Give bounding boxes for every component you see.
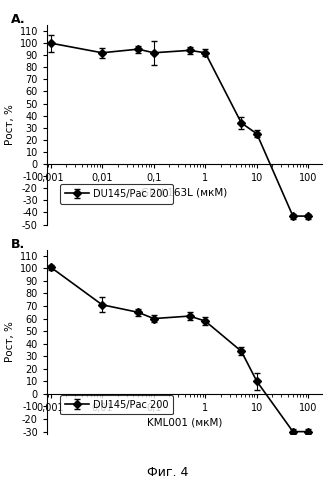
Legend: DU145/Рас 200: DU145/Рас 200 xyxy=(60,395,174,415)
X-axis label: KML001 (мкМ): KML001 (мкМ) xyxy=(146,417,222,427)
Text: A.: A. xyxy=(11,13,26,26)
Legend: DU145/Рас 200: DU145/Рас 200 xyxy=(60,184,174,204)
X-axis label: GRN 163L (мкМ): GRN 163L (мкМ) xyxy=(141,187,227,197)
Y-axis label: Рост, %: Рост, % xyxy=(5,104,15,145)
Y-axis label: Рост, %: Рост, % xyxy=(5,321,15,362)
Text: B.: B. xyxy=(11,239,25,251)
Text: Фиг. 4: Фиг. 4 xyxy=(147,466,188,479)
